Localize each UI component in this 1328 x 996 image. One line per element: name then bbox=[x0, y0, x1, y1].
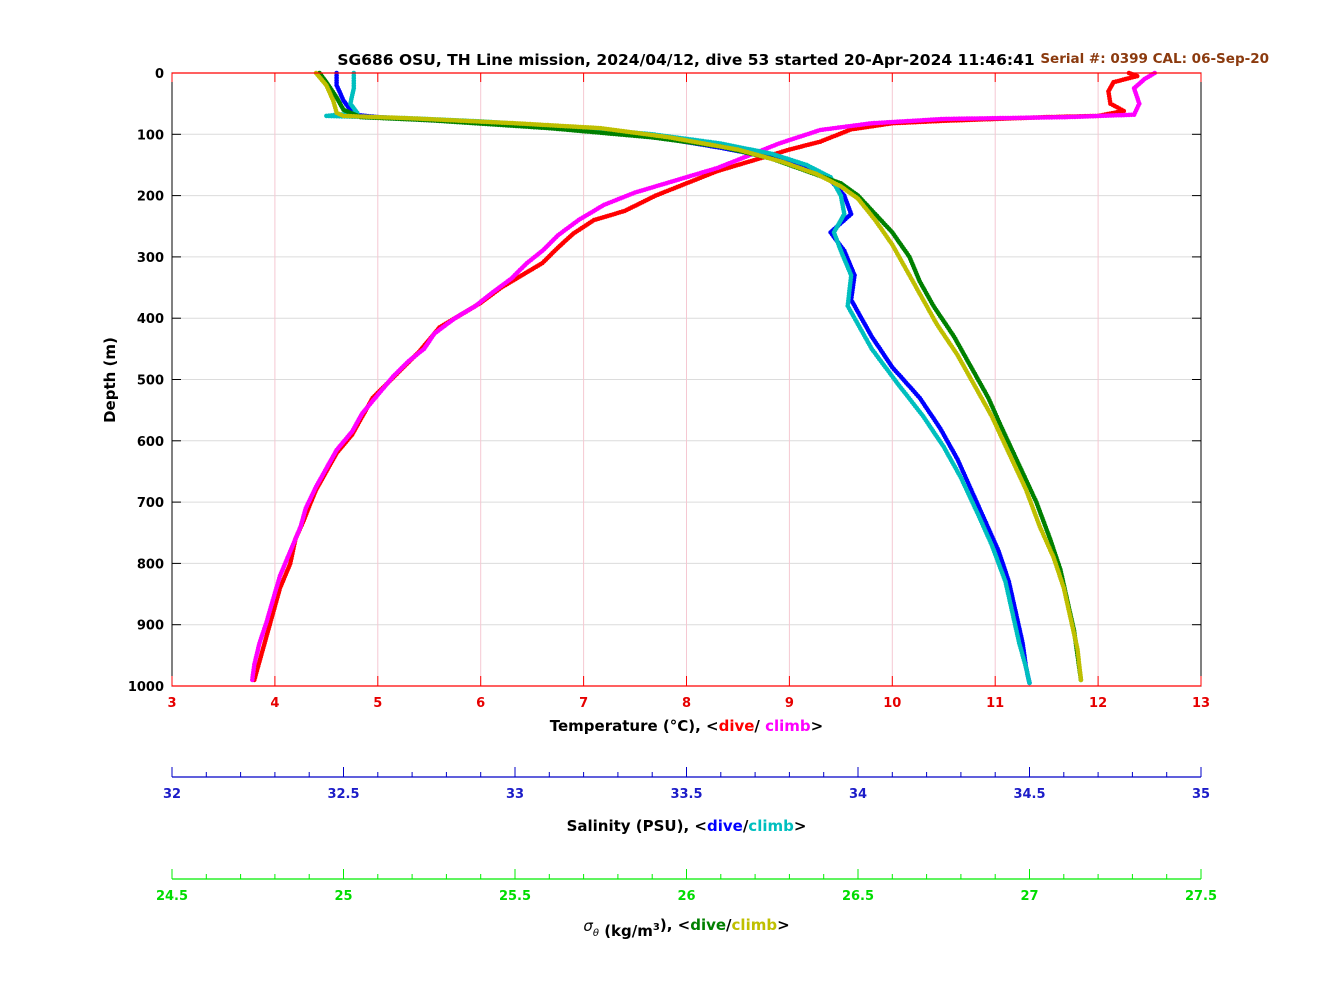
depth-tick-label: 900 bbox=[137, 619, 164, 634]
depth-tick-label: 500 bbox=[137, 374, 164, 389]
series-layer bbox=[250, 70, 1157, 686]
temperature-axis-label: Temperature (°C), <dive/ climb> bbox=[550, 717, 824, 735]
density-tick-label: 26 bbox=[677, 889, 695, 904]
density-tick-label: 25.5 bbox=[499, 889, 531, 904]
temperature-label-part: / bbox=[754, 717, 765, 735]
depth-tick-label: 400 bbox=[137, 312, 164, 327]
temperature-climb-series bbox=[250, 70, 1157, 683]
temperature-tick-label: 8 bbox=[682, 696, 691, 711]
temperature-label-part: > bbox=[811, 717, 824, 735]
depth-tick-label: 600 bbox=[137, 435, 164, 450]
density-tick-label: 24.5 bbox=[156, 889, 188, 904]
temperature-tick-label: 9 bbox=[785, 696, 794, 711]
depth-tick-label: 1000 bbox=[128, 680, 164, 695]
temperature-tick-label: 6 bbox=[476, 696, 485, 711]
serial-cal-label: Serial #: 0399 CAL: 06-Sep-20 bbox=[1040, 51, 1269, 67]
salinity-climb-series bbox=[324, 70, 1032, 686]
salinity-axis-label: Salinity (PSU), <dive/climb> bbox=[567, 817, 807, 835]
density-label-part: 3 bbox=[653, 922, 660, 933]
temperature-label-part: climb bbox=[765, 717, 811, 735]
density-tick-label: 25 bbox=[334, 889, 352, 904]
temperature-tick-label: 12 bbox=[1089, 696, 1107, 711]
depth-tick-label: 200 bbox=[137, 190, 164, 205]
temperature-tick-label: 7 bbox=[579, 696, 588, 711]
density-label-part: climb bbox=[732, 916, 778, 934]
salinity-tick-label: 32.5 bbox=[327, 787, 359, 802]
salinity-climb-point bbox=[1027, 680, 1032, 686]
salinity-label-part: / bbox=[743, 817, 749, 835]
temperature-tick-label: 4 bbox=[270, 696, 279, 711]
salinity-tick-label: 34.5 bbox=[1013, 787, 1045, 802]
sigma-symbol: σ bbox=[583, 917, 593, 935]
density-tick-label: 26.5 bbox=[842, 889, 874, 904]
density-label-part: dive bbox=[690, 916, 726, 934]
temperature-tick-label: 10 bbox=[883, 696, 901, 711]
salinity-tick-label: 32 bbox=[163, 787, 181, 802]
density-label-part: (kg/m bbox=[599, 922, 653, 940]
density-tick-label: 27 bbox=[1020, 889, 1038, 904]
salinity-dive-series bbox=[334, 70, 1032, 686]
density-axis-label: σθ (kg/m3), <dive/climb> bbox=[583, 916, 789, 940]
y-axis-label: Depth (m) bbox=[101, 337, 119, 423]
salinity-label-part: Salinity (PSU), < bbox=[567, 817, 707, 835]
density-label-part: > bbox=[777, 916, 790, 934]
temperature-tick-label: 3 bbox=[167, 696, 176, 711]
chart-title: SG686 OSU, TH Line mission, 2024/04/12, … bbox=[337, 51, 1034, 69]
salinity-tick-label: 35 bbox=[1192, 787, 1210, 802]
depth-tick-label: 700 bbox=[137, 496, 164, 511]
depth-tick-label: 0 bbox=[155, 67, 164, 82]
salinity-label-part: dive bbox=[707, 817, 743, 835]
temperature-tick-label: 11 bbox=[986, 696, 1004, 711]
density-tick-label: 27.5 bbox=[1185, 889, 1217, 904]
density-label-part: / bbox=[726, 916, 732, 934]
salinity-tick-label: 34 bbox=[849, 787, 867, 802]
theta-subscript: θ bbox=[593, 928, 599, 939]
temperature-label-part: Temperature (°C), < bbox=[550, 717, 719, 735]
salinity-label-part: climb bbox=[748, 817, 794, 835]
density-climb-series bbox=[313, 70, 1084, 683]
depth-tick-label: 300 bbox=[137, 251, 164, 266]
salinity-tick-label: 33 bbox=[506, 787, 524, 802]
temperature-tick-label: 5 bbox=[373, 696, 382, 711]
temperature-climb-point bbox=[250, 677, 255, 683]
depth-tick-label: 800 bbox=[137, 557, 164, 572]
temperature-label-part: dive bbox=[719, 717, 755, 735]
density-label-part: ), < bbox=[660, 916, 690, 934]
depth-tick-label: 100 bbox=[137, 128, 164, 143]
salinity-label-part: > bbox=[794, 817, 807, 835]
density-climb-point bbox=[1078, 677, 1084, 683]
salinity-tick-label: 33.5 bbox=[670, 787, 702, 802]
grid-lines bbox=[172, 73, 1201, 686]
temperature-tick-label: 13 bbox=[1192, 696, 1210, 711]
